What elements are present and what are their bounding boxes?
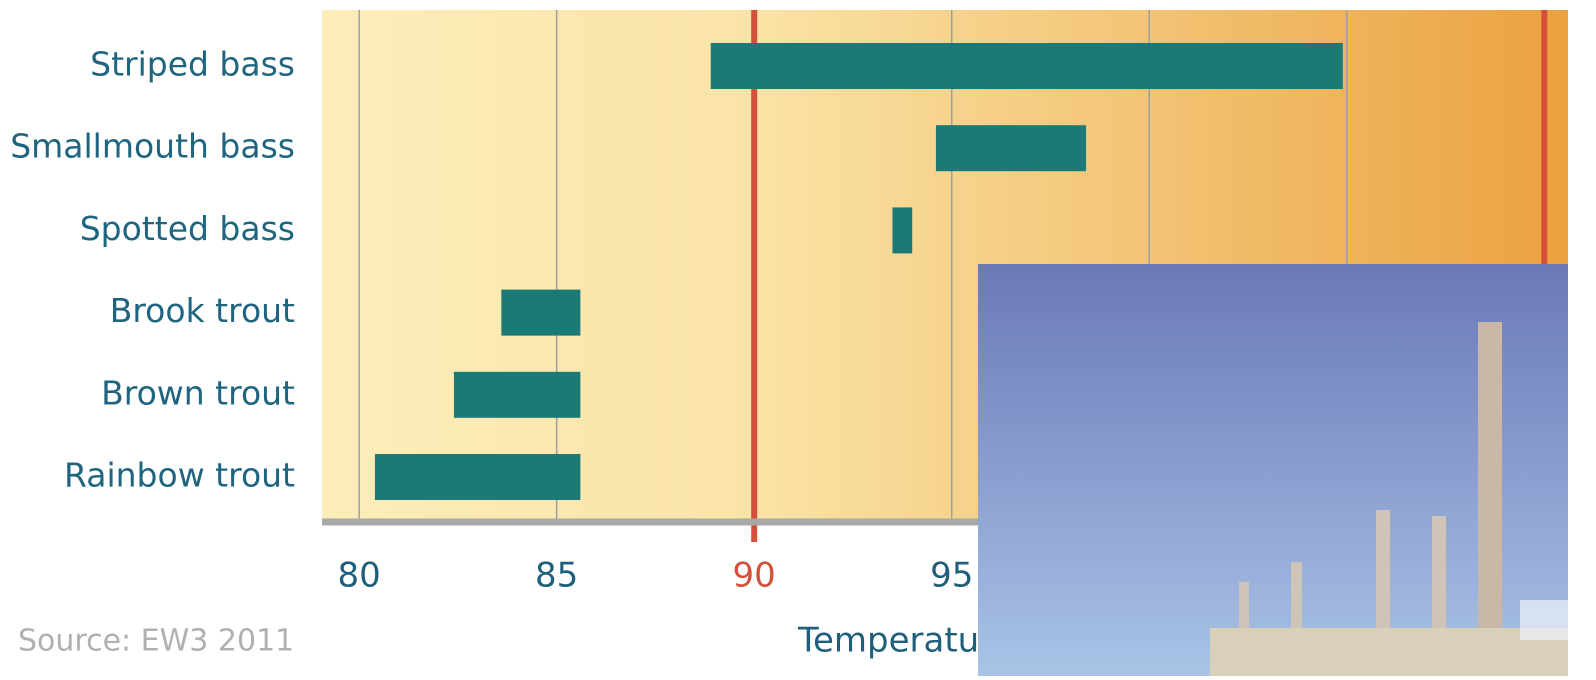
source: Source: EW3 2011: [18, 624, 294, 659]
y-tick-label: Brook trout: [110, 291, 295, 330]
bar: [936, 125, 1086, 171]
x-tick-label: 80: [338, 556, 381, 596]
y-tick-label: Rainbow trout: [64, 456, 295, 495]
bar: [375, 454, 580, 500]
x-tick-label: 90: [733, 556, 776, 596]
chart: 80859095100105Striped bassSmallmouth bas…: [0, 0, 1596, 676]
plant-building: [1210, 628, 1568, 676]
y-tick-label: Spotted bass: [80, 209, 295, 248]
y-tick-label: Brown trout: [101, 373, 295, 412]
chimney: [1478, 322, 1502, 652]
bar: [454, 372, 580, 418]
y-tick-label: Striped bass: [90, 45, 295, 84]
photo: [978, 264, 1568, 676]
bar: [501, 290, 580, 336]
x-tick-label: 85: [535, 556, 578, 596]
y-tick-label: Smallmouth bass: [10, 127, 295, 166]
bar: [892, 207, 912, 253]
bar: [711, 43, 1343, 89]
x-tick-label: 95: [930, 556, 973, 596]
steam: [1520, 600, 1568, 640]
